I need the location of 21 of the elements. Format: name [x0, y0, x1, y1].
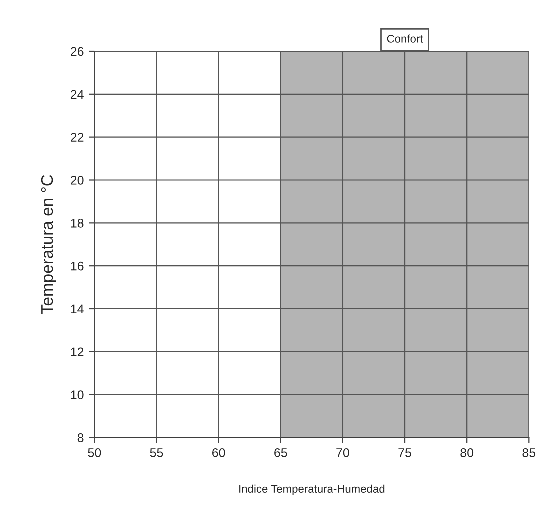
y-tick-label: 12	[71, 348, 84, 356]
x-tick-label: 70	[336, 448, 350, 458]
x-axis-title: Indice Temperatura-Humedad	[240, 484, 385, 496]
band-label: Confort	[387, 34, 424, 43]
y-tick-label: 10	[71, 390, 84, 400]
y-tick-label: 26	[71, 47, 84, 56]
x-tick-label: 85	[522, 448, 536, 458]
y-tick-label: 24	[71, 90, 84, 99]
y-tick-label: 22	[71, 133, 84, 142]
x-tick-label: 80	[460, 448, 474, 458]
y-tick-label: 16	[71, 262, 84, 271]
x-tick-label: 75	[398, 448, 412, 458]
x-tick-label: 65	[274, 448, 288, 458]
x-tick-label: 60	[212, 448, 226, 458]
y-tick-label: 8	[78, 434, 84, 442]
y-axis-title: Temperatura en °C	[41, 175, 56, 314]
y-tick-label: 20	[71, 176, 84, 185]
x-tick-label: 50	[88, 448, 102, 458]
x-tick-label: 55	[150, 448, 164, 458]
y-tick-label: 18	[71, 218, 84, 228]
y-tick-label: 14	[71, 304, 84, 314]
